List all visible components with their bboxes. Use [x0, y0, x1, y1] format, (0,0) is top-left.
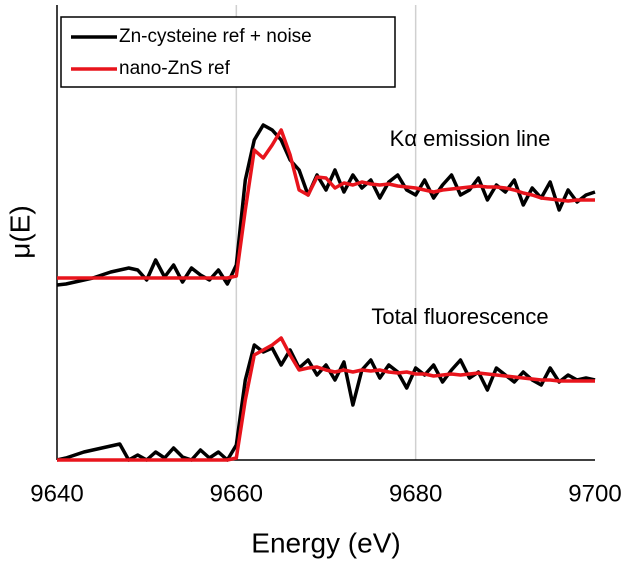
x-tick-label: 9640: [30, 480, 83, 507]
data-line: [57, 336, 595, 462]
legend-box: [60, 16, 396, 88]
data-line: [56, 343, 596, 462]
annotation: Kα emission line: [390, 126, 551, 151]
data-line: [56, 123, 596, 287]
legend-label: nano-ZnS ref: [119, 58, 231, 79]
data-line: [57, 128, 595, 280]
y-axis-title: μ(E): [4, 205, 35, 258]
x-tick-label: 9660: [210, 480, 263, 507]
x-axis-title: Energy (eV): [251, 527, 400, 558]
annotation: Total fluorescence: [371, 304, 548, 329]
legend-label: Zn-cysteine ref + noise: [119, 26, 312, 47]
x-tick-label: 9680: [389, 480, 442, 507]
x-tick-label: 9700: [568, 480, 621, 507]
legend: Zn-cysteine ref + noise nano-ZnS ref: [60, 16, 396, 88]
